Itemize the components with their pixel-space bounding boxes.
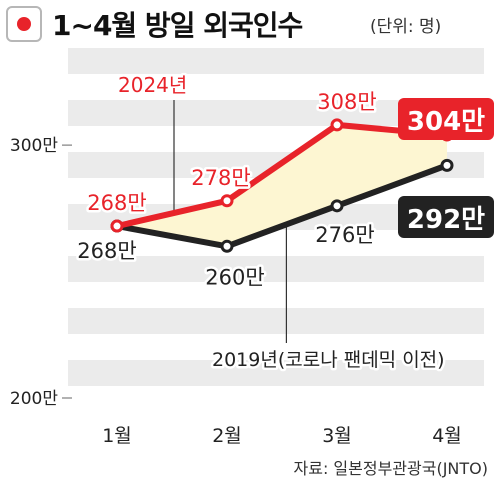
data-point-2024 xyxy=(220,194,234,208)
flag-red-dot xyxy=(17,17,31,31)
legend-label-2024: 2024년 xyxy=(118,73,187,97)
data-label-2019: 292만 xyxy=(407,205,485,235)
x-tick-label: 1월 xyxy=(102,425,132,447)
x-tick-label: 4월 xyxy=(432,425,462,447)
background-bands xyxy=(68,48,484,386)
data-label-2019: 268만 xyxy=(77,239,136,263)
data-label-2024: 308만 xyxy=(317,90,376,114)
grid-band xyxy=(68,48,484,74)
fill-between-series xyxy=(117,124,447,247)
x-tick-label: 2월 xyxy=(212,425,242,447)
legend-label-2019: 2019년(코로나 팬데믹 이전) xyxy=(212,349,445,371)
unit-label: (단위: 명) xyxy=(370,17,442,37)
data-point-2019 xyxy=(440,158,454,172)
data-point-2024 xyxy=(110,219,124,233)
area-between-series xyxy=(117,124,447,247)
title-row: 1~4월 방일 외국인수 (단위: 명) xyxy=(0,0,500,48)
x-tick-label: 3월 xyxy=(322,425,352,447)
data-labels: 268만 278만 308만 304만 268만 260만 276만 292만 xyxy=(75,87,494,292)
grid-band xyxy=(68,360,484,386)
data-point-2019 xyxy=(330,199,344,213)
data-label-2019: 260만 xyxy=(205,265,264,289)
chart-title: 1~4월 방일 외국인수 xyxy=(52,9,303,42)
legend-leader-lines xyxy=(173,100,287,343)
data-label-2024: 304만 xyxy=(407,107,485,137)
data-label-2024: 268만 xyxy=(87,191,146,215)
series-line-2024 xyxy=(116,121,448,229)
data-label-2024: 278만 xyxy=(191,166,250,190)
japan-flag-icon xyxy=(6,6,42,42)
y-axis: 200만 300만 xyxy=(10,136,72,409)
data-point-2019 xyxy=(220,239,234,253)
data-label-box-2024-last xyxy=(398,98,494,140)
grid-band xyxy=(68,256,484,282)
grid-band xyxy=(68,308,484,334)
x-axis: 1월 2월 3월 4월 xyxy=(102,425,462,447)
data-label-box-2019-last xyxy=(398,196,494,238)
y-tick-label: 200만 xyxy=(10,389,58,409)
y-tick-label: 300만 xyxy=(10,136,58,156)
data-label-2019: 276만 xyxy=(315,223,374,247)
series-legend: 2024년 2019년(코로나 팬데믹 이전) xyxy=(116,71,448,374)
data-point-2024 xyxy=(330,118,344,132)
source-note: 자료: 일본정부관광국(JNTO) xyxy=(293,459,489,478)
series-line-2019 xyxy=(116,162,449,250)
